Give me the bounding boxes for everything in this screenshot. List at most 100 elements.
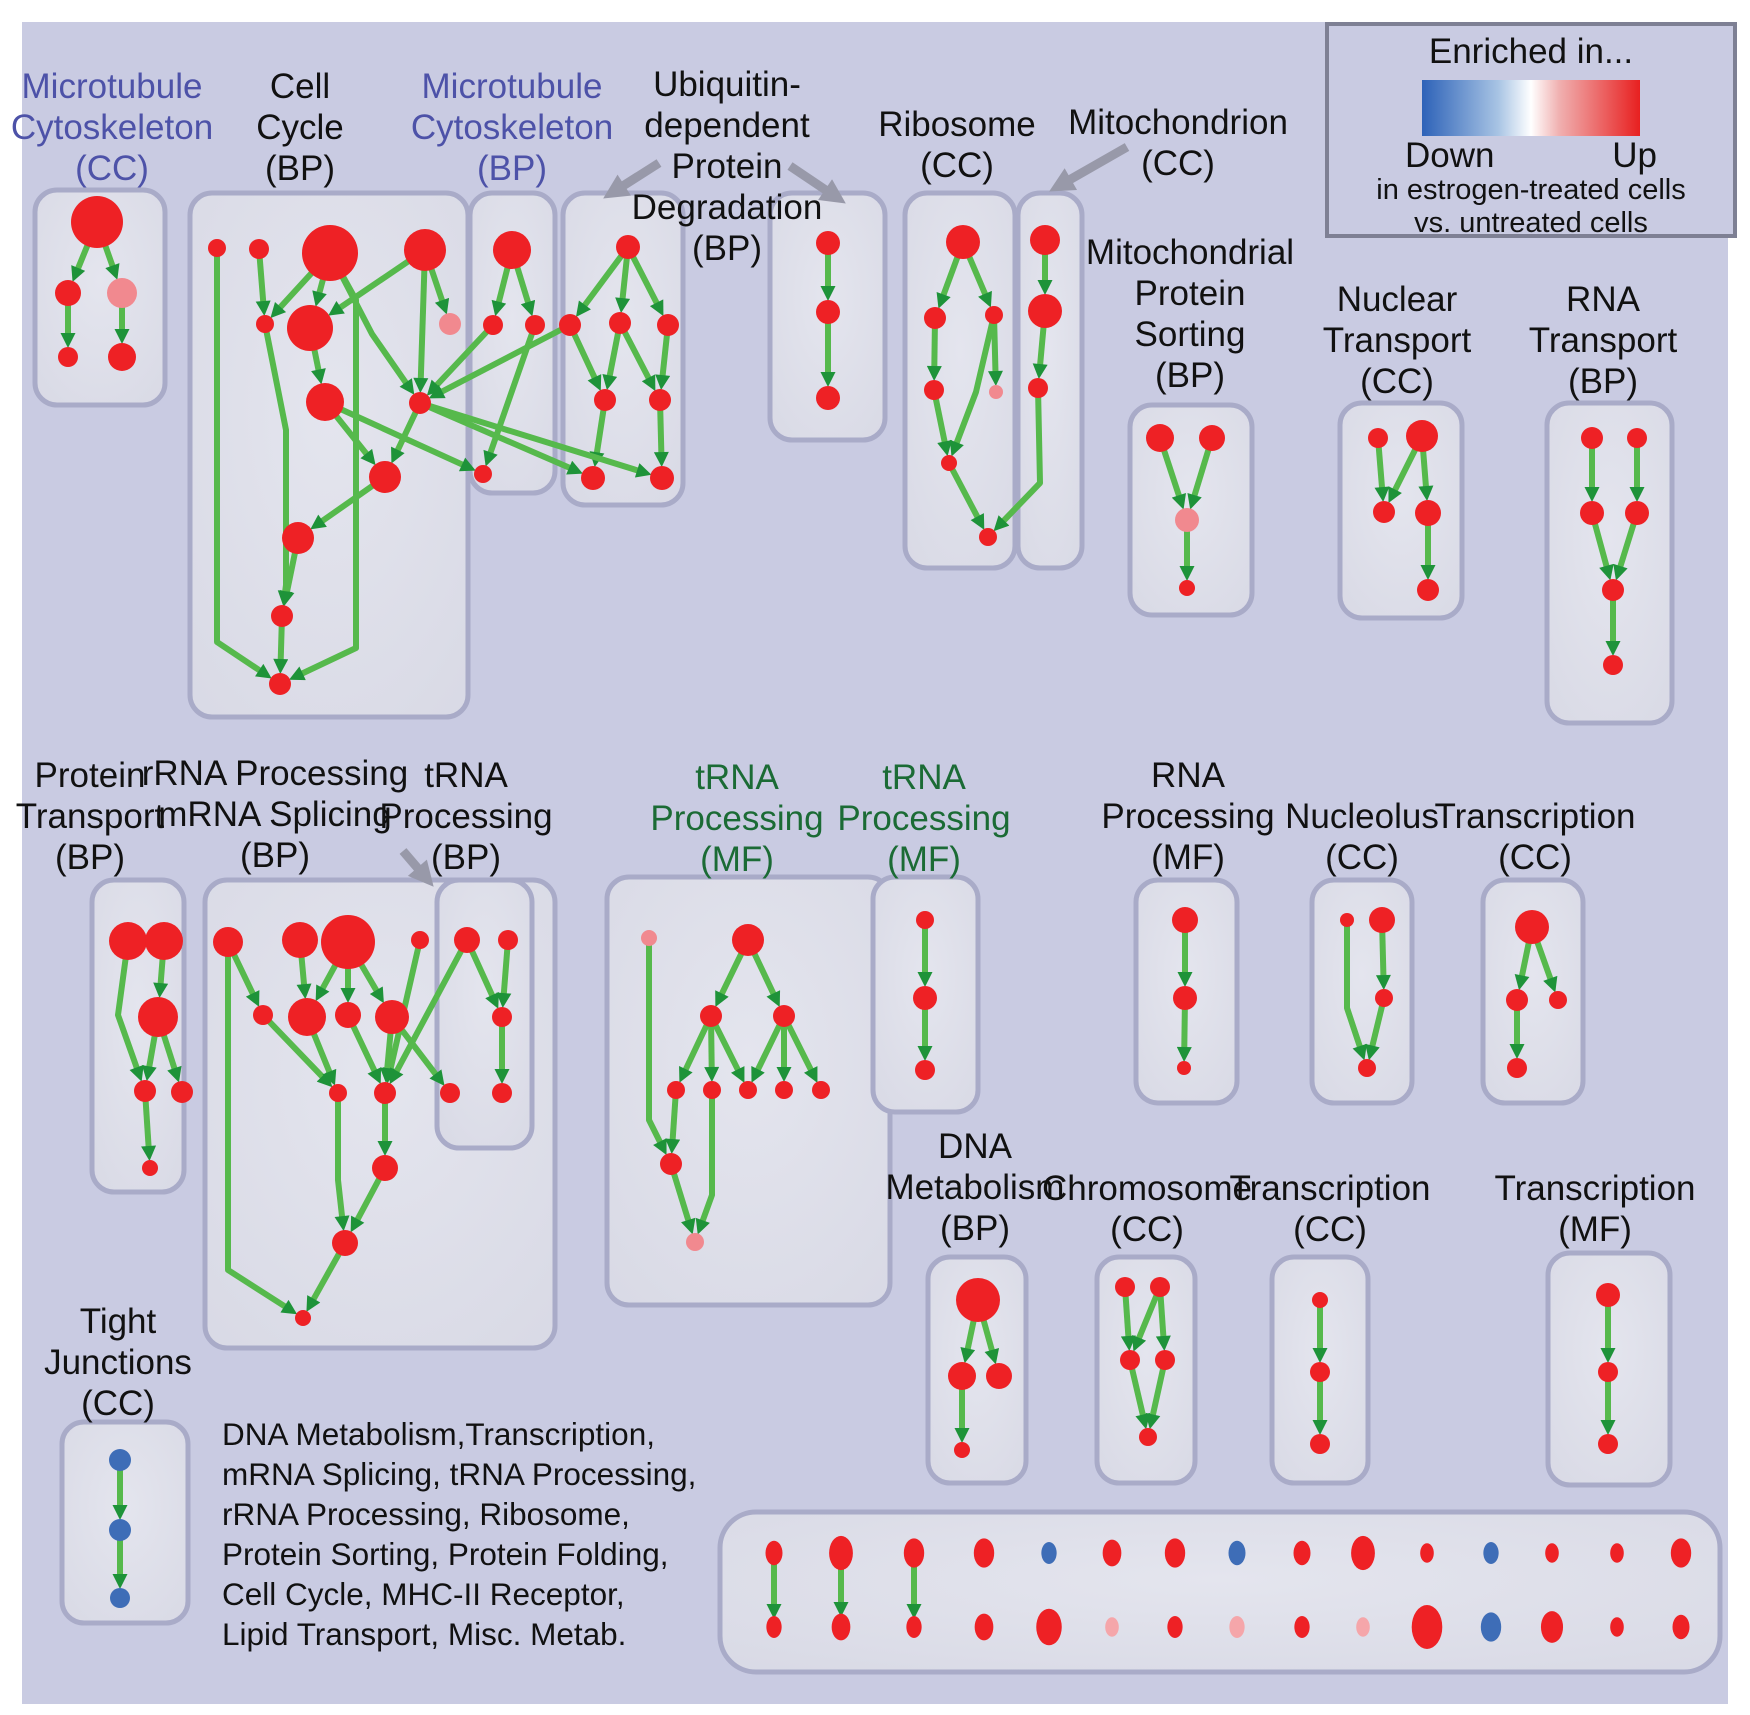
go-term-node bbox=[374, 1082, 396, 1104]
label-pointer-arrow bbox=[1049, 143, 1130, 192]
go-term-node bbox=[256, 315, 274, 333]
cluster-box-nucleolus-cc bbox=[1309, 877, 1415, 1106]
cluster-label: Transcription bbox=[1495, 1169, 1696, 1208]
go-term-node bbox=[732, 924, 764, 956]
go-term-node bbox=[1625, 501, 1649, 525]
go-term-node bbox=[641, 930, 657, 946]
go-term-node bbox=[1102, 1539, 1122, 1567]
go-term-node bbox=[1294, 1616, 1310, 1638]
edge-arrow bbox=[334, 1093, 350, 1232]
go-term-node bbox=[913, 986, 937, 1010]
go-term-node bbox=[306, 383, 344, 421]
go-term-node bbox=[375, 1000, 409, 1034]
go-term-node bbox=[109, 1519, 131, 1541]
edge-arrow bbox=[419, 400, 652, 478]
go-term-node bbox=[208, 239, 226, 257]
go-term-node bbox=[1041, 1542, 1057, 1564]
go-term-node bbox=[492, 1083, 512, 1103]
go-term-node bbox=[1415, 500, 1441, 526]
go-term-node bbox=[986, 1363, 1012, 1389]
cluster-label: Nucleolus bbox=[1285, 797, 1439, 836]
cluster-label: tRNA bbox=[882, 758, 966, 797]
go-term-node bbox=[440, 1083, 460, 1103]
go-term-node bbox=[1028, 378, 1048, 398]
go-term-node bbox=[1310, 1434, 1330, 1454]
go-term-node bbox=[1368, 428, 1388, 448]
cluster-label: Tight bbox=[80, 1302, 157, 1341]
cluster-label: Mitochondrion bbox=[1068, 103, 1288, 142]
go-term-node bbox=[1598, 1434, 1618, 1454]
edge-arrow bbox=[993, 387, 1043, 532]
cluster-label: Protein bbox=[1135, 274, 1246, 313]
cluster-label: Junctions bbox=[44, 1343, 192, 1382]
go-term-node bbox=[287, 305, 333, 351]
cluster-label: (CC) bbox=[1498, 838, 1572, 877]
cluster-label: (CC) bbox=[1293, 1210, 1367, 1249]
edge-arrow bbox=[426, 322, 496, 396]
cluster-label: (MF) bbox=[887, 840, 961, 879]
cluster-label: Transport bbox=[1529, 321, 1678, 360]
cluster-label: Transport bbox=[16, 797, 165, 836]
go-term-node bbox=[1105, 1617, 1119, 1637]
go-term-node bbox=[282, 922, 318, 958]
cluster-label: Chromosome bbox=[1042, 1169, 1252, 1208]
label-pointer-arrow bbox=[787, 162, 846, 204]
legend-down-label: Down bbox=[1405, 136, 1495, 175]
edge-arrow bbox=[413, 249, 429, 394]
go-term-node bbox=[989, 385, 1003, 399]
go-term-node bbox=[145, 922, 183, 960]
misc-note-line: Protein Sorting, Protein Folding, bbox=[222, 1536, 669, 1572]
cluster-label: (CC) bbox=[920, 146, 994, 185]
cluster-label: Processing bbox=[650, 799, 823, 838]
go-term-node bbox=[109, 1449, 131, 1471]
cluster-box-ribosome-cc bbox=[902, 190, 1018, 571]
edge-arrow bbox=[1365, 997, 1387, 1061]
cluster-label: Processing bbox=[379, 797, 552, 836]
go-term-node bbox=[1356, 1617, 1370, 1637]
cluster-label: Microtubule bbox=[22, 67, 203, 106]
edge-arrow bbox=[418, 400, 583, 475]
go-term-node bbox=[369, 461, 401, 493]
go-term-node bbox=[1293, 1540, 1311, 1566]
misc-note-line: rRNA Processing, Ribosome, bbox=[222, 1496, 630, 1532]
go-term-node bbox=[1030, 225, 1060, 255]
cluster-label: (CC) bbox=[75, 149, 149, 188]
cluster-label: (CC) bbox=[1325, 838, 1399, 877]
edge-arrow bbox=[389, 938, 470, 1085]
go-term-node bbox=[816, 231, 840, 255]
legend-subtitle-2: vs. untreated cells bbox=[1414, 207, 1648, 239]
go-term-node bbox=[985, 306, 1003, 324]
go-term-node bbox=[492, 1007, 512, 1027]
go-term-node bbox=[1373, 501, 1395, 523]
go-term-node bbox=[1199, 425, 1225, 451]
go-term-node bbox=[1028, 294, 1062, 328]
cluster-label: Ubiquitin- bbox=[653, 65, 801, 104]
cluster-box-microtubule-cytoskeleton-bp bbox=[467, 190, 558, 496]
cluster-box-transcription-cc-upper bbox=[1480, 877, 1586, 1106]
go-term-node bbox=[616, 235, 640, 259]
go-term-node bbox=[974, 1613, 994, 1641]
go-term-node bbox=[1167, 1616, 1183, 1638]
go-term-node bbox=[1672, 1614, 1690, 1640]
edge-arrow bbox=[214, 248, 272, 679]
cluster-label: Processing bbox=[837, 799, 1010, 838]
edge-arrow bbox=[1145, 1359, 1168, 1430]
edge-arrow bbox=[646, 938, 667, 1156]
edge-arrow bbox=[323, 399, 476, 472]
go-term-node bbox=[667, 1081, 685, 1099]
legend-up-label: Up bbox=[1612, 136, 1657, 175]
go-term-node bbox=[773, 1005, 795, 1027]
cluster-label: (BP) bbox=[431, 838, 501, 877]
cluster-label: Processing bbox=[1101, 797, 1274, 836]
go-term-node bbox=[1179, 580, 1195, 596]
go-term-node bbox=[1507, 1058, 1527, 1078]
cluster-label: (CC) bbox=[1110, 1210, 1184, 1249]
cluster-box-rna-transport-bp bbox=[1544, 400, 1675, 726]
edge-arrow bbox=[428, 322, 572, 399]
go-term-node bbox=[404, 229, 446, 271]
go-term-node bbox=[138, 997, 178, 1037]
go-term-node bbox=[915, 1060, 935, 1080]
cluster-label: Protein bbox=[672, 147, 783, 186]
